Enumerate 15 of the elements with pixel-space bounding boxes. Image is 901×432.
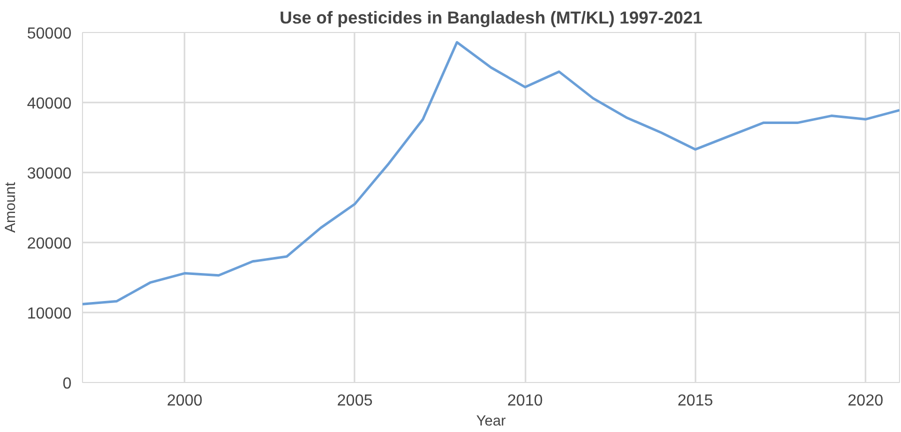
y-tick-label: 0 xyxy=(62,376,72,392)
y-tick-label: 10000 xyxy=(27,306,72,322)
x-tick-label: 2020 xyxy=(848,392,884,410)
x-axis-title: Year xyxy=(476,414,506,430)
line-series xyxy=(82,41,900,306)
y-axis-title: Amount xyxy=(3,182,20,233)
chart-title: Use of pesticides in Bangladesh (MT/KL) 1997-2021 xyxy=(280,8,703,28)
y-tick-label: 40000 xyxy=(27,96,72,112)
x-tick-label: 2005 xyxy=(337,392,373,410)
x-tick-label: 2010 xyxy=(507,392,543,410)
x-tick-label: 2015 xyxy=(677,392,714,410)
x-tick-label: 2000 xyxy=(166,392,203,410)
y-tick-label: 30000 xyxy=(27,166,72,182)
y-tick-label: 20000 xyxy=(27,236,72,252)
y-tick-label: 50000 xyxy=(27,26,72,42)
